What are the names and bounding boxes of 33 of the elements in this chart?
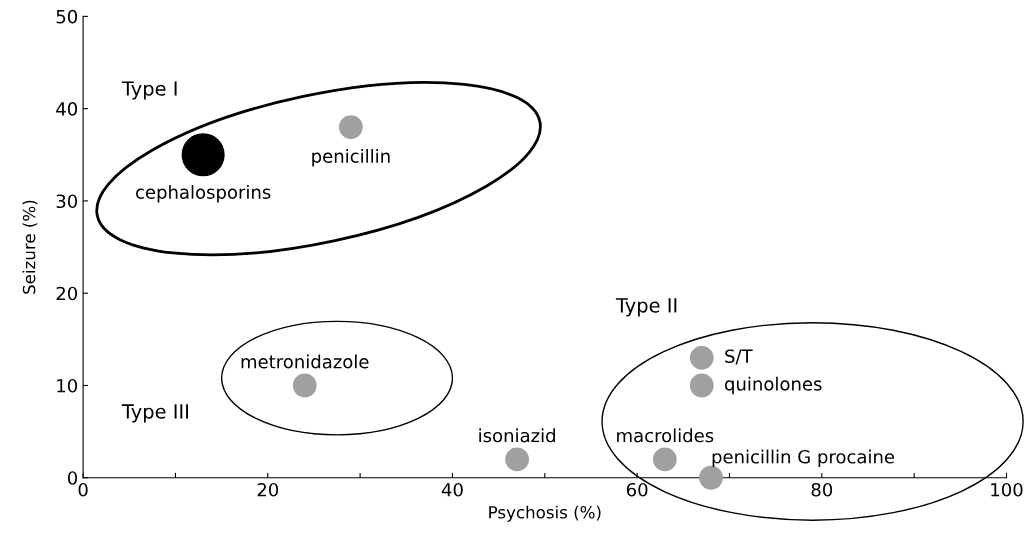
y-axis-title: Seizure (%) bbox=[22, 200, 38, 294]
y-tick-label: 50 bbox=[56, 9, 78, 24]
annotation: S/T bbox=[725, 349, 753, 365]
annotation: cephalosporins bbox=[136, 184, 271, 203]
y-tick-label: 20 bbox=[56, 286, 78, 301]
point bbox=[292, 373, 317, 398]
point bbox=[689, 345, 714, 370]
point bbox=[652, 447, 677, 472]
annotation: penicillin bbox=[312, 148, 390, 167]
annotation: Type III bbox=[121, 404, 189, 423]
annotation: Type I bbox=[121, 81, 177, 100]
annotation: isoniazid bbox=[479, 428, 555, 443]
x-tick-label: 40 bbox=[441, 482, 463, 497]
y-tick-label: 30 bbox=[56, 194, 78, 209]
annotation: Type II bbox=[615, 298, 677, 317]
x-tick-label: 20 bbox=[257, 482, 279, 497]
y-tick-label: 40 bbox=[56, 102, 78, 116]
x-tick-label: 80 bbox=[811, 482, 833, 497]
point bbox=[505, 447, 529, 472]
annotation: penicillin G procaine bbox=[712, 449, 895, 468]
point bbox=[689, 373, 714, 398]
annotation: metronidazole bbox=[241, 354, 369, 369]
y-tick-label: 10 bbox=[57, 378, 78, 393]
point bbox=[338, 115, 363, 140]
x-axis-title: Psychosis (%) bbox=[489, 505, 601, 522]
x-tick-label: 100 bbox=[991, 482, 1023, 497]
point bbox=[699, 465, 723, 490]
x-tick-label: 0 bbox=[78, 482, 88, 497]
x-tick-label: 60 bbox=[626, 482, 648, 497]
annotation: quinolones bbox=[725, 376, 822, 395]
annotation: macrolides bbox=[617, 428, 714, 443]
y-tick-label: 0 bbox=[67, 471, 78, 485]
point bbox=[181, 133, 225, 177]
